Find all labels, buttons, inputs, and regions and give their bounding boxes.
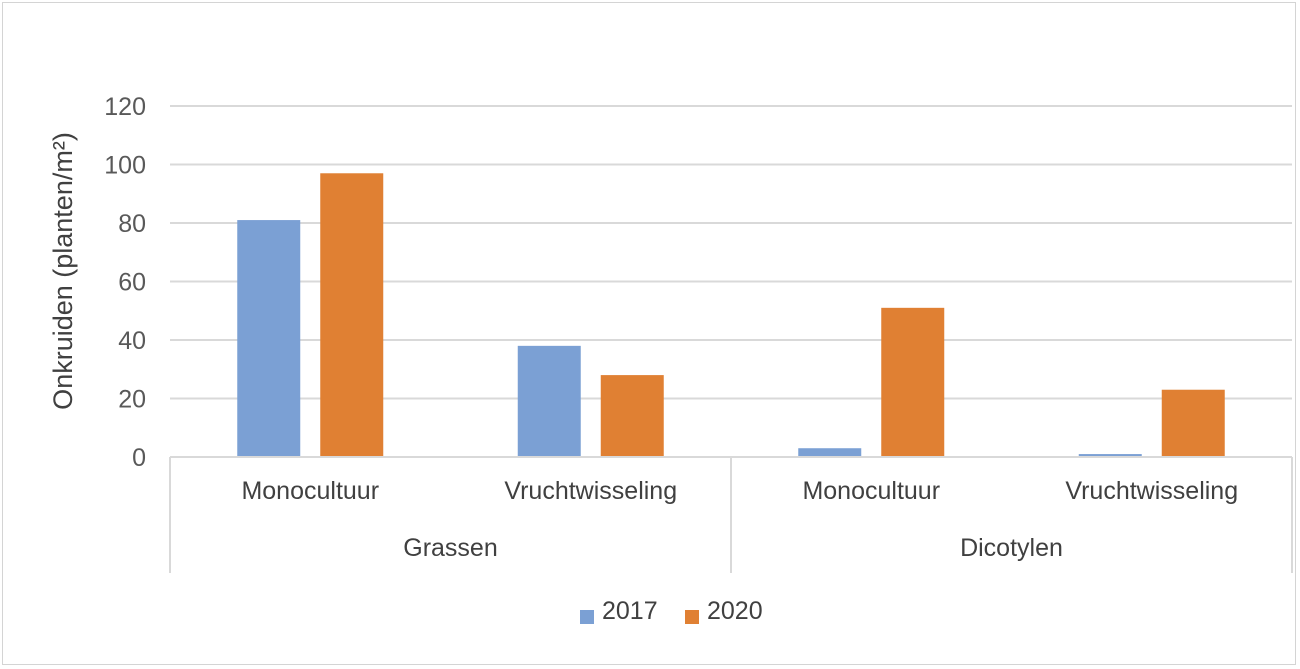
y-axis-ticks: 0 20 40 60 80 100 120 [104,93,146,472]
bar-2020-vruchtwisseling-1 [600,375,664,457]
bar-2017-vruchtwisseling-3 [1078,454,1142,457]
legend-label: 2020 [707,597,763,625]
legend-label: 2017 [602,597,658,625]
y-tick-label: 80 [118,210,146,238]
bar-2017-monocultuur-2 [798,448,862,457]
bar-2020-monocultuur-0 [320,173,384,457]
bar-2017-monocultuur-0 [237,220,301,457]
legend-swatch-2017 [580,610,594,624]
bars [237,173,1225,457]
x-group-label: Dicotylen [960,534,1063,562]
y-tick-label: 120 [104,93,146,121]
x-category-label: Vruchtwisseling [1065,477,1238,505]
x-axis: Monocultuur Vruchtwisseling Monocultuur Vru… [169,456,1293,573]
x-category-label: Vruchtwisseling [504,477,677,505]
y-axis-label: Onkruiden (planten/m²) [48,132,78,410]
bar-2020-vruchtwisseling-3 [1161,389,1225,457]
bar-2020-monocultuur-2 [881,307,945,457]
y-tick-label: 60 [118,269,146,297]
y-tick-label: 100 [104,152,146,180]
legend: 2017 2020 [580,597,763,625]
y-tick-label: 40 [118,327,146,355]
bar-2017-vruchtwisseling-1 [517,345,581,457]
legend-swatch-2020 [685,610,699,624]
x-group-label: Grassen [403,534,497,562]
x-category-label: Monocultuur [241,477,379,505]
y-tick-label: 0 [132,444,146,472]
y-tick-label: 20 [118,386,146,414]
x-category-label: Monocultuur [802,477,940,505]
